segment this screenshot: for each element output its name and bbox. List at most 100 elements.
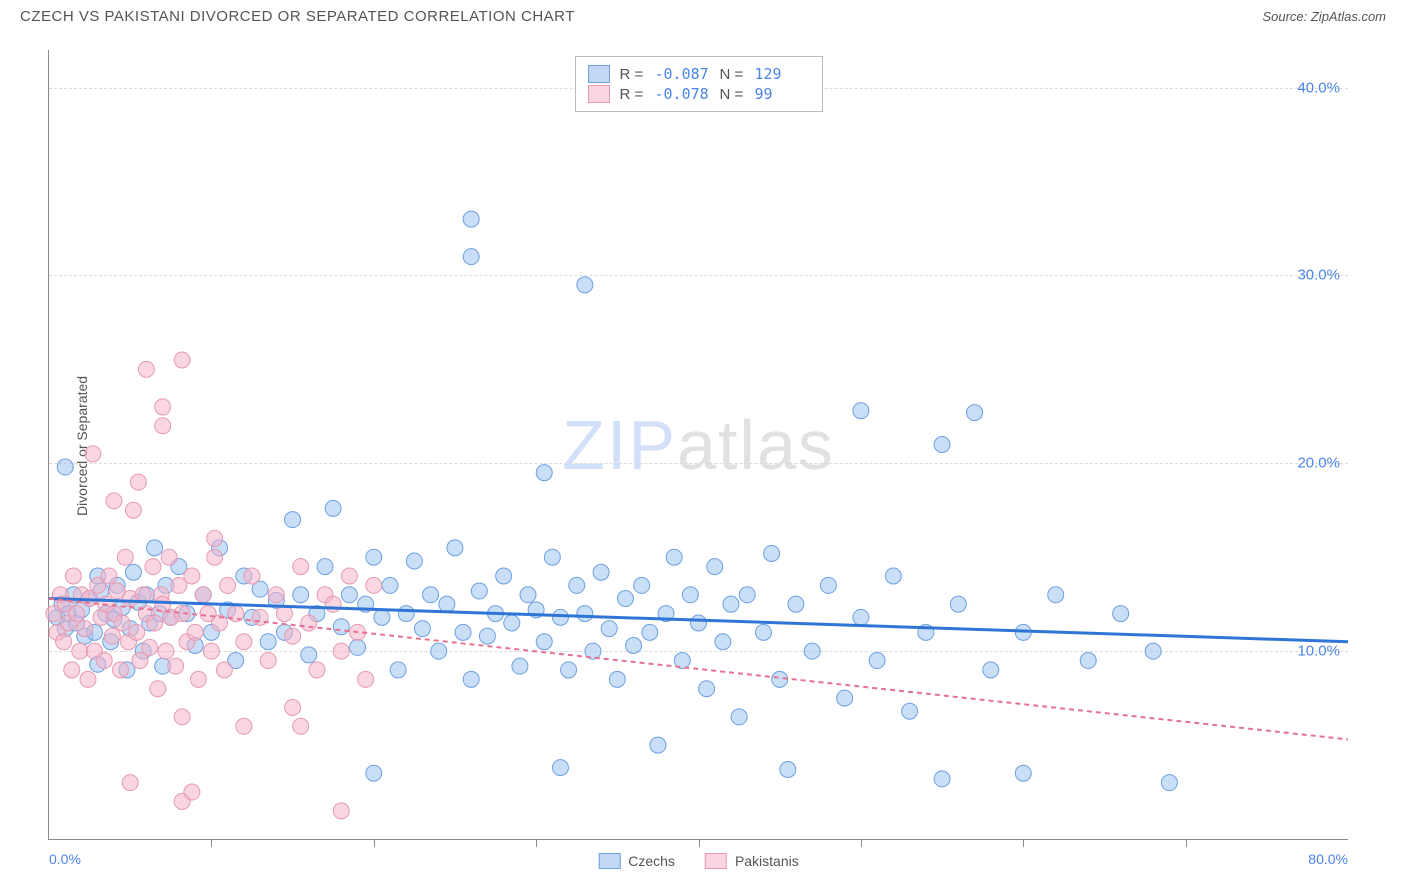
x-tick bbox=[374, 839, 375, 847]
scatter-point bbox=[366, 577, 382, 593]
scatter-point bbox=[195, 587, 211, 603]
scatter-point bbox=[104, 628, 120, 644]
scatter-svg bbox=[49, 50, 1348, 839]
scatter-point bbox=[158, 643, 174, 659]
scatter-point bbox=[950, 596, 966, 612]
scatter-point bbox=[138, 361, 154, 377]
scatter-point bbox=[358, 671, 374, 687]
scatter-point bbox=[155, 418, 171, 434]
scatter-point bbox=[1161, 775, 1177, 791]
scatter-point bbox=[552, 760, 568, 776]
scatter-point bbox=[112, 662, 128, 678]
legend-n-value: 99 bbox=[755, 85, 810, 103]
scatter-point bbox=[755, 624, 771, 640]
scatter-point bbox=[57, 459, 73, 475]
scatter-point bbox=[374, 609, 390, 625]
x-min-label: 0.0% bbox=[49, 851, 81, 867]
series-legend: Czechs Pakistanis bbox=[598, 853, 799, 869]
scatter-point bbox=[317, 559, 333, 575]
scatter-point bbox=[642, 624, 658, 640]
scatter-point bbox=[885, 568, 901, 584]
scatter-point bbox=[626, 638, 642, 654]
scatter-point bbox=[72, 643, 88, 659]
scatter-point bbox=[101, 568, 117, 584]
x-tick bbox=[861, 839, 862, 847]
scatter-point bbox=[333, 643, 349, 659]
header: CZECH VS PAKISTANI DIVORCED OR SEPARATED… bbox=[0, 0, 1406, 29]
x-tick bbox=[1023, 839, 1024, 847]
scatter-point bbox=[161, 549, 177, 565]
scatter-point bbox=[260, 634, 276, 650]
scatter-point bbox=[147, 540, 163, 556]
scatter-point bbox=[544, 549, 560, 565]
scatter-point bbox=[65, 568, 81, 584]
scatter-point bbox=[64, 662, 80, 678]
scatter-point bbox=[804, 643, 820, 659]
scatter-point bbox=[350, 639, 366, 655]
scatter-point bbox=[650, 737, 666, 753]
legend-r-value: -0.087 bbox=[655, 65, 710, 83]
scatter-point bbox=[293, 587, 309, 603]
scatter-point bbox=[114, 615, 130, 631]
x-tick bbox=[536, 839, 537, 847]
scatter-point bbox=[129, 624, 145, 640]
legend-label: Czechs bbox=[628, 853, 675, 869]
legend-r-label: R = bbox=[620, 86, 645, 103]
scatter-point bbox=[125, 564, 141, 580]
scatter-point bbox=[577, 606, 593, 622]
scatter-point bbox=[455, 624, 471, 640]
scatter-point bbox=[142, 639, 158, 655]
x-tick bbox=[211, 839, 212, 847]
scatter-point bbox=[333, 803, 349, 819]
scatter-point bbox=[366, 549, 382, 565]
scatter-point bbox=[85, 446, 101, 462]
scatter-point bbox=[147, 615, 163, 631]
legend-r-value: -0.078 bbox=[655, 85, 710, 103]
scatter-point bbox=[431, 643, 447, 659]
scatter-point bbox=[406, 553, 422, 569]
scatter-point bbox=[439, 596, 455, 612]
scatter-point bbox=[203, 643, 219, 659]
scatter-point bbox=[504, 615, 520, 631]
x-max-label: 80.0% bbox=[1308, 851, 1348, 867]
scatter-point bbox=[593, 564, 609, 580]
scatter-point bbox=[463, 211, 479, 227]
scatter-point bbox=[155, 399, 171, 415]
scatter-point bbox=[479, 628, 495, 644]
scatter-point bbox=[333, 619, 349, 635]
scatter-point bbox=[56, 634, 72, 650]
x-tick bbox=[699, 839, 700, 847]
scatter-point bbox=[520, 587, 536, 603]
scatter-point bbox=[260, 653, 276, 669]
legend-r-label: R = bbox=[620, 66, 645, 83]
scatter-point bbox=[837, 690, 853, 706]
legend-item: Pakistanis bbox=[705, 853, 799, 869]
legend-swatch-pakistanis bbox=[588, 85, 610, 103]
scatter-point bbox=[341, 587, 357, 603]
scatter-point bbox=[536, 634, 552, 650]
scatter-point bbox=[190, 671, 206, 687]
scatter-point bbox=[780, 761, 796, 777]
scatter-point bbox=[366, 765, 382, 781]
scatter-point bbox=[471, 583, 487, 599]
scatter-point bbox=[423, 587, 439, 603]
scatter-point bbox=[536, 465, 552, 481]
legend-n-label: N = bbox=[720, 66, 745, 83]
scatter-point bbox=[617, 591, 633, 607]
scatter-point bbox=[699, 681, 715, 697]
chart-title: CZECH VS PAKISTANI DIVORCED OR SEPARATED… bbox=[20, 8, 575, 25]
legend-n-label: N = bbox=[720, 86, 745, 103]
scatter-point bbox=[174, 352, 190, 368]
scatter-point bbox=[69, 606, 85, 622]
scatter-point bbox=[1145, 643, 1161, 659]
scatter-point bbox=[80, 671, 96, 687]
scatter-point bbox=[569, 577, 585, 593]
scatter-point bbox=[707, 559, 723, 575]
legend-swatch-czechs bbox=[598, 853, 620, 869]
scatter-point bbox=[341, 568, 357, 584]
scatter-point bbox=[561, 662, 577, 678]
scatter-point bbox=[309, 662, 325, 678]
scatter-point bbox=[325, 596, 341, 612]
scatter-point bbox=[325, 500, 341, 516]
scatter-point bbox=[853, 403, 869, 419]
